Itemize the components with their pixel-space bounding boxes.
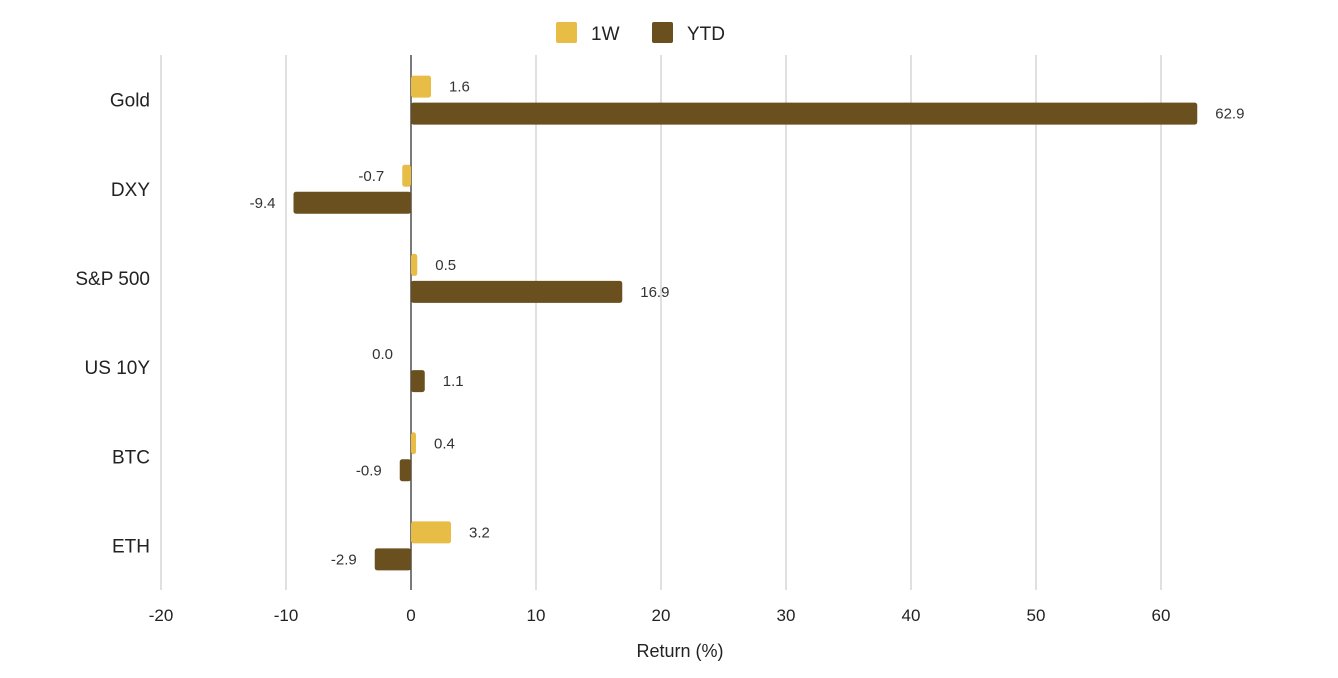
data-label: -9.4	[250, 195, 276, 212]
x-tick-label: 50	[1027, 606, 1046, 625]
x-tick-label: 40	[902, 606, 921, 625]
data-label: -2.9	[331, 551, 357, 568]
bar-ytd	[399, 459, 411, 482]
data-label: 62.9	[1215, 106, 1244, 123]
legend-swatch-ytd	[652, 22, 673, 43]
bar-ytd	[411, 280, 623, 303]
x-tick-label: 30	[777, 606, 796, 625]
category-label: BTC	[112, 447, 150, 468]
bar-ytd	[374, 548, 411, 571]
bar-1w	[411, 75, 431, 98]
bar-1w	[411, 521, 451, 544]
x-tick-label: 20	[652, 606, 671, 625]
data-label: 1.6	[449, 79, 470, 96]
x-tick-label: -20	[149, 606, 174, 625]
data-label: 1.1	[443, 373, 464, 390]
legend-label: 1W	[591, 24, 620, 45]
bar-1w	[411, 253, 418, 276]
data-label: 0.4	[434, 435, 455, 452]
bar-1w	[411, 432, 416, 455]
bar-ytd	[411, 102, 1198, 125]
bar-ytd	[411, 370, 425, 393]
category-label: DXY	[111, 180, 150, 201]
data-label: 0.0	[372, 346, 393, 363]
category-label: US 10Y	[85, 358, 151, 379]
x-tick-label: 10	[527, 606, 546, 625]
x-tick-label: 0	[406, 606, 415, 625]
data-label: -0.7	[358, 168, 384, 185]
data-label: 16.9	[640, 284, 669, 301]
x-tick-label: 60	[1152, 606, 1171, 625]
category-label: S&P 500	[75, 269, 150, 290]
legend-label: YTD	[687, 24, 725, 45]
category-label: ETH	[112, 536, 150, 557]
legend-swatch-1w	[556, 22, 577, 43]
data-label: 3.2	[469, 524, 490, 541]
data-label: -0.9	[356, 462, 382, 479]
x-tick-label: -10	[274, 606, 299, 625]
category-label: Gold	[110, 91, 150, 112]
x-axis-label: Return (%)	[636, 641, 723, 661]
data-label: 0.5	[435, 257, 456, 274]
bar-1w	[402, 164, 411, 187]
bar-ytd	[293, 191, 411, 214]
